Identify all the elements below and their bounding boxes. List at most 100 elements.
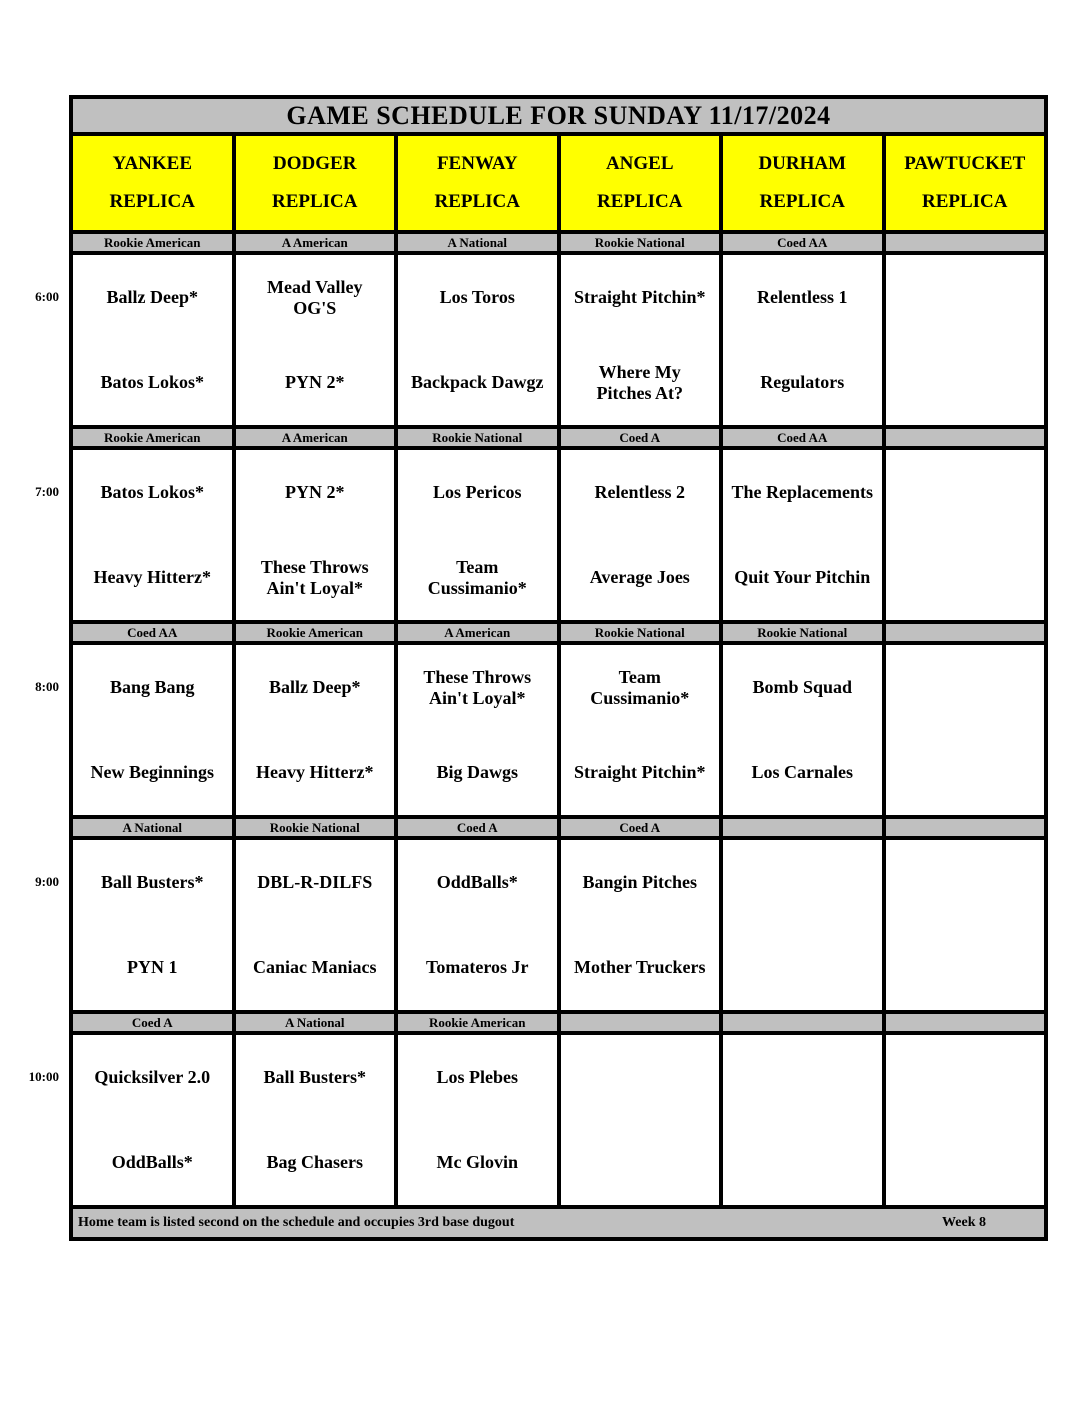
venue-sub: REPLICA <box>596 191 683 213</box>
away-team: Relentless 1 <box>757 287 848 308</box>
venue-sub: REPLICA <box>921 191 1008 213</box>
game-cell <box>721 838 884 1012</box>
away-team: Quicksilver 2.0 <box>94 1067 211 1088</box>
division-cell: Coed A <box>71 1012 234 1033</box>
games-row-700: Batos Lokos* Heavy Hitterz* PYN 2* These… <box>71 448 1046 622</box>
game-cell: PYN 2* These Throws Ain't Loyal* <box>233 448 396 622</box>
home-team <box>723 925 882 1010</box>
games-row-600: Ballz Deep* Batos Lokos* Mead Valley OG'… <box>71 253 1046 427</box>
division-cell: Rookie National <box>721 622 884 643</box>
venue-sub: REPLICA <box>759 191 845 213</box>
venue-sub: REPLICA <box>434 191 520 213</box>
division-cell: Rookie National <box>558 622 721 643</box>
home-team: Tomateros Jr <box>426 957 529 978</box>
game-cell: These Throws Ain't Loyal* Big Dawgs <box>396 643 559 817</box>
game-cell <box>721 1033 884 1207</box>
away-team: These Throws Ain't Loyal* <box>423 666 532 708</box>
venue-dodger: DODGER REPLICA <box>233 134 396 232</box>
time-label-9: 9:00 <box>35 874 59 889</box>
division-cell <box>883 817 1046 838</box>
division-cell <box>883 1012 1046 1033</box>
away-team: The Replacements <box>731 482 873 503</box>
division-cell: A National <box>396 232 559 253</box>
division-cell: Coed AA <box>71 622 234 643</box>
game-cell <box>883 253 1046 427</box>
home-team: Mc Glovin <box>436 1152 519 1173</box>
games-row-800: Bang Bang New Beginnings Ballz Deep* Hea… <box>71 643 1046 817</box>
time-label-10: 10:00 <box>28 1069 59 1084</box>
time-label-8: 8:00 <box>35 679 59 694</box>
game-cell: Ball Busters* Bag Chasers <box>233 1033 396 1207</box>
schedule-title: GAME SCHEDULE FOR SUNDAY 11/17/2024 <box>286 100 831 130</box>
game-cell: The Replacements Quit Your Pitchin <box>721 448 884 622</box>
division-cell: A National <box>71 817 234 838</box>
game-cell <box>883 643 1046 817</box>
away-team <box>561 1035 720 1120</box>
division-row-700: Rookie American A American Rookie Nation… <box>71 427 1046 448</box>
away-team <box>723 1035 882 1120</box>
away-team: Team Cussimanio* <box>590 666 690 708</box>
division-cell <box>721 1012 884 1033</box>
division-cell <box>883 427 1046 448</box>
division-cell <box>558 1012 721 1033</box>
game-cell: Ballz Deep* Heavy Hitterz* <box>233 643 396 817</box>
home-team <box>886 925 1045 1010</box>
division-cell <box>883 622 1046 643</box>
game-cell: Relentless 2 Average Joes <box>558 448 721 622</box>
division-row-900: A National Rookie National Coed A Coed A <box>71 817 1046 838</box>
venue-header-row: YANKEE REPLICA DODGER REPLICA FENWAY REP… <box>71 134 1046 232</box>
home-team: Bag Chasers <box>266 1152 363 1173</box>
away-team <box>886 450 1045 535</box>
division-cell: Rookie National <box>233 817 396 838</box>
home-team <box>886 730 1045 815</box>
home-team: Quit Your Pitchin <box>734 567 871 588</box>
away-team: Los Toros <box>439 287 515 308</box>
away-team: Ball Busters* <box>263 1067 366 1088</box>
division-row-600: Rookie American A American A National Ro… <box>71 232 1046 253</box>
away-team: Ball Busters* <box>100 872 204 893</box>
venue-name: FENWAY <box>436 152 518 174</box>
home-team: Caniac Maniacs <box>253 957 377 978</box>
division-cell: Coed AA <box>721 232 884 253</box>
home-team <box>886 535 1045 620</box>
venue-sub: REPLICA <box>109 191 195 213</box>
division-cell: A American <box>396 622 559 643</box>
division-cell: Coed A <box>558 817 721 838</box>
division-cell: Rookie National <box>396 427 559 448</box>
game-cell: Quicksilver 2.0 OddBalls* <box>71 1033 234 1207</box>
home-team: Big Dawgs <box>436 762 518 783</box>
away-team: OddBalls* <box>436 872 518 893</box>
home-team-note: Home team is listed second on the schedu… <box>78 1215 515 1230</box>
away-team: DBL-R-DILFS <box>257 872 373 893</box>
division-cell: A American <box>233 427 396 448</box>
away-team <box>886 1035 1045 1120</box>
venue-sub: REPLICA <box>271 191 358 213</box>
game-cell: Bangin Pitches Mother Truckers <box>558 838 721 1012</box>
away-team: Los Pericos <box>433 482 522 503</box>
time-label-7: 7:00 <box>35 484 59 499</box>
away-team: Straight Pitchin* <box>573 287 706 308</box>
home-team <box>886 340 1045 425</box>
schedule-table: GAME SCHEDULE FOR SUNDAY 11/17/2024 YANK… <box>69 95 1048 1241</box>
away-team <box>886 840 1045 925</box>
game-cell <box>558 1033 721 1207</box>
venue-name: PAWTUCKET <box>904 152 1026 174</box>
schedule-title-bar: GAME SCHEDULE FOR SUNDAY 11/17/2024 <box>71 97 1046 134</box>
division-cell: Rookie American <box>233 622 396 643</box>
home-team: PYN 2* <box>285 372 345 393</box>
game-cell: Los Plebes Mc Glovin <box>396 1033 559 1207</box>
home-team: Straight Pitchin* <box>573 762 706 783</box>
home-team: These Throws Ain't Loyal* <box>260 556 369 598</box>
home-team: Average Joes <box>589 567 690 588</box>
venue-name: DODGER <box>273 152 357 174</box>
home-team: New Beginnings <box>90 762 215 783</box>
division-cell: Rookie American <box>71 427 234 448</box>
home-team: PYN 1 <box>127 957 178 978</box>
away-team: Mead Valley OG'S <box>266 276 363 318</box>
game-cell: Straight Pitchin* Where My Pitches At? <box>558 253 721 427</box>
home-team: Where My Pitches At? <box>596 361 683 403</box>
game-cell: Ballz Deep* Batos Lokos* <box>71 253 234 427</box>
home-team <box>561 1120 720 1205</box>
away-team <box>886 645 1045 730</box>
